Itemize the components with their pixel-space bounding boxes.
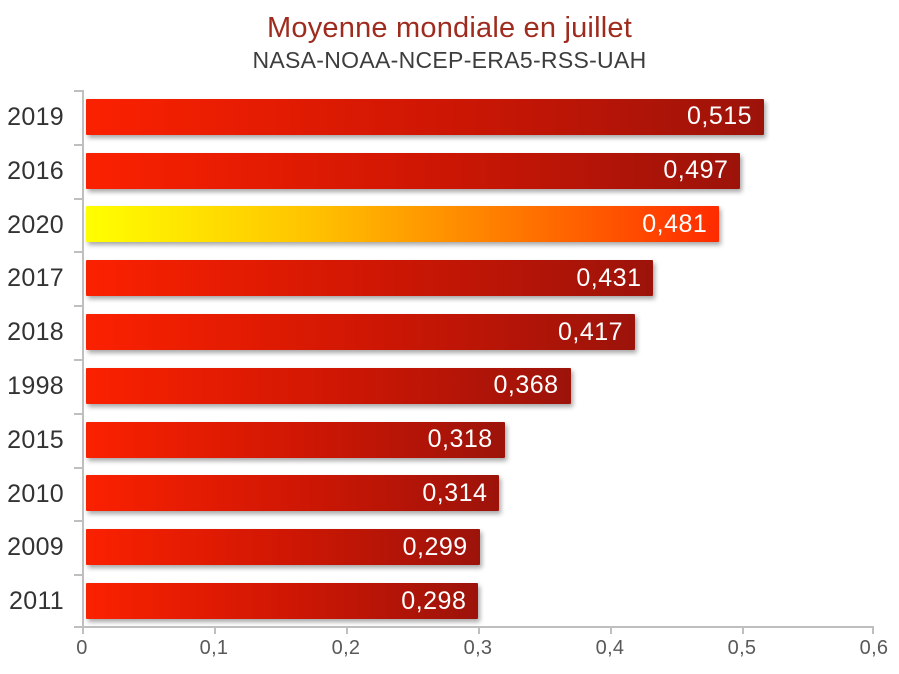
y-axis-label: 2010 — [7, 479, 64, 508]
y-axis-tick — [74, 143, 82, 146]
y-axis-label: 2020 — [7, 210, 64, 239]
bar-value-label: 0,497 — [663, 156, 729, 185]
bar-value-label: 0,298 — [401, 586, 467, 615]
x-axis-tick-label: 0,3 — [463, 637, 493, 659]
bar-row: 0,318 — [86, 413, 874, 467]
x-axis-tick — [346, 626, 348, 634]
bar-value-label: 0,318 — [427, 425, 493, 454]
y-axis-label: 1998 — [7, 371, 64, 400]
bar-value-label: 0,368 — [493, 371, 559, 400]
x-axis-tick-label: 0,2 — [331, 637, 361, 659]
y-axis-tick — [74, 359, 82, 361]
x-axis-tick-label: 0 — [76, 637, 88, 659]
y-axis-tick — [74, 466, 82, 469]
x-axis-tick — [82, 626, 84, 634]
plot-area: 0,515 0,497 0,481 0,431 0,417 0,368 0,318 0,314… — [74, 90, 874, 634]
bar: 0,431 — [86, 260, 654, 297]
x-axis-tick — [872, 626, 874, 634]
y-axis-label: 2009 — [7, 533, 64, 562]
x-axis-tick-label: 0,4 — [595, 637, 625, 659]
y-axis-label: 2015 — [7, 425, 64, 454]
x-axis-tick — [742, 626, 744, 634]
x-axis-tick — [214, 626, 216, 634]
y-axis-tick — [74, 626, 82, 628]
bar-row: 0,431 — [86, 251, 874, 305]
bar-value-label: 0,299 — [402, 532, 468, 561]
y-axis-label: 2017 — [7, 264, 64, 293]
bar: 0,318 — [86, 421, 505, 458]
y-axis-tick — [74, 305, 82, 308]
x-axis-tick-label: 0,1 — [199, 637, 229, 659]
bar: 0,497 — [86, 152, 741, 189]
y-axis-label: 2016 — [7, 156, 64, 185]
bar-value-label: 0,314 — [422, 478, 488, 507]
bar-row: 0,299 — [86, 520, 874, 574]
y-axis-tick — [74, 90, 82, 92]
x-axis-tick — [610, 626, 612, 634]
bar: 0,368 — [86, 367, 571, 404]
x-axis-tick-label: 0,6 — [859, 637, 889, 659]
bar-row: 0,481 — [86, 198, 874, 252]
bar-row: 0,417 — [86, 305, 874, 359]
x-axis-tick — [478, 626, 480, 634]
chart-title: Moyenne mondiale en juillet — [267, 12, 632, 44]
bar-row: 0,497 — [86, 144, 874, 198]
bar: 0,515 — [86, 98, 765, 135]
bar: 0,417 — [86, 314, 636, 351]
bar-value-label: 0,515 — [687, 102, 753, 131]
y-axis-label: 2011 — [9, 587, 64, 616]
y-axis-tick — [74, 197, 82, 200]
y-axis-label: 2018 — [7, 318, 64, 347]
chart-subtitle: NASA-NOAA-NCEP-ERA5-RSS-UAH — [252, 47, 647, 73]
bar-row: 0,314 — [86, 467, 874, 521]
bar: 0,298 — [86, 583, 479, 620]
bar-row: 0,515 — [86, 90, 874, 144]
y-axis-tick — [74, 251, 82, 254]
bar: 0,314 — [86, 475, 500, 512]
bar-value-label: 0,417 — [557, 317, 624, 346]
y-axis-tick — [74, 574, 82, 577]
bar-row: 0,298 — [86, 574, 874, 628]
bar-row: 0,368 — [86, 359, 874, 413]
bar-value-label: 0,431 — [576, 263, 642, 292]
bar: 0,481 — [86, 206, 720, 243]
y-axis-label: 2019 — [7, 102, 64, 131]
y-axis-tick — [74, 412, 82, 415]
x-axis-tick-label: 0,5 — [727, 637, 757, 659]
bar: 0,299 — [86, 529, 480, 566]
y-axis-tick — [74, 520, 82, 523]
bar-value-label: 0,481 — [642, 209, 708, 238]
